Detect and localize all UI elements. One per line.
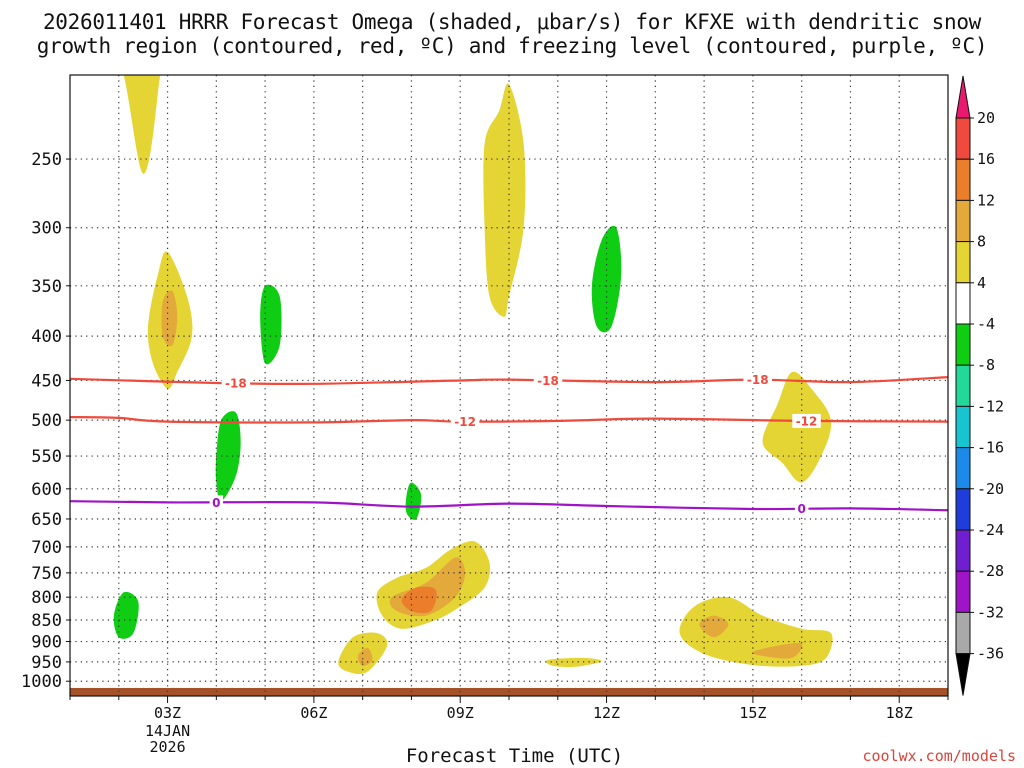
chart-title-line-2: growth region (contoured, red, ºC) and f… <box>36 34 988 58</box>
omega-region-22 <box>699 615 729 638</box>
colorbar-bin-8 <box>955 405 971 449</box>
y-tick-label-250: 250 <box>31 150 62 170</box>
y-tick-label-350: 350 <box>31 277 62 297</box>
terrain-layer <box>70 687 948 696</box>
y-tick-label-800: 800 <box>31 588 62 608</box>
omega-region-9 <box>215 411 241 502</box>
x-tick-label-06Z: 06Z <box>300 704 327 722</box>
colorbar-bin-1 <box>955 117 971 160</box>
colorbar-label--28: -28 <box>977 562 1004 580</box>
colorbar-label--8: -8 <box>977 356 995 374</box>
colorbar-label--16: -16 <box>977 439 1004 457</box>
omega-region-0 <box>123 75 161 174</box>
colorbar-bin-11 <box>955 529 971 572</box>
contour-label-bg <box>533 373 563 388</box>
omega-region-19 <box>404 624 505 672</box>
omega-region-3 <box>391 75 437 216</box>
colorbar-bin-5 <box>955 282 971 325</box>
contour-label-0-0: -18 <box>225 377 247 391</box>
omega-region-24 <box>888 637 925 668</box>
colorbar-label-8: 8 <box>977 233 986 251</box>
contour-label-0-1: -18 <box>537 374 559 388</box>
x-tick-label-03Z: 03Z <box>154 704 181 722</box>
x-tick-label-09Z: 09Z <box>447 704 474 722</box>
x-tick-label-18Z: 18Z <box>886 704 913 722</box>
colorbar-label--32: -32 <box>977 603 1004 621</box>
y-tick-label-1000: 1000 <box>21 672 62 692</box>
colorbar-label--20: -20 <box>977 480 1004 498</box>
omega-region-2 <box>161 290 178 347</box>
terrain-surface <box>70 687 948 696</box>
source-credit: coolwx.com/models <box>862 747 1016 765</box>
date-label-0: 14JAN <box>145 722 190 740</box>
contour-label-2-0: 0 <box>212 496 220 510</box>
colorbar-bin-7 <box>955 364 971 407</box>
contour-label-1-0: -12 <box>454 415 476 429</box>
y-tick-label-450: 450 <box>31 371 62 391</box>
y-tick-label-950: 950 <box>31 653 62 673</box>
colorbar-label-16: 16 <box>977 150 995 168</box>
colorbar-label-12: 12 <box>977 191 995 209</box>
omega-region-20 <box>545 657 602 668</box>
omega-region-13 <box>405 482 422 520</box>
y-tick-label-650: 650 <box>31 510 62 530</box>
contour-label-bg <box>794 501 809 516</box>
contour-0C-freezing-level <box>69 500 949 512</box>
y-tick-label-850: 850 <box>31 611 62 631</box>
omega-region-11 <box>113 591 139 639</box>
colorbar-label--12: -12 <box>977 397 1004 415</box>
y-tick-label-500: 500 <box>31 411 62 431</box>
omega-region-8 <box>260 284 282 365</box>
contour-label-2-1: 0 <box>797 502 805 516</box>
contour-label-bg <box>209 495 224 510</box>
x-axis-title: Forecast Time (UTC) <box>405 745 624 767</box>
y-tick-label-400: 400 <box>31 327 62 347</box>
gridlines <box>70 75 948 696</box>
omega-region-6 <box>591 225 622 333</box>
contour-label-bg <box>450 414 480 429</box>
omega-region-21 <box>679 596 833 667</box>
colorbar-bin-9 <box>955 447 971 490</box>
omega-region-23 <box>752 642 803 659</box>
temperature-contours: -18 -18 -18 -12 -12 0 0 <box>69 372 949 516</box>
y-tick-label-750: 750 <box>31 564 62 584</box>
colorbar-bin-3 <box>955 199 971 243</box>
pressure-axis: 2503003504004505005506006507007508008509… <box>21 150 70 692</box>
y-tick-label-300: 300 <box>31 219 62 239</box>
colorbar-label-20: 20 <box>977 109 995 127</box>
chart-title-line-1: 2026011401 HRRR Forecast Omega (shaded, … <box>42 10 982 34</box>
contour-label-bg <box>221 376 251 391</box>
y-tick-label-600: 600 <box>31 480 62 500</box>
y-tick-label-550: 550 <box>31 447 62 467</box>
colorbar-bin-4 <box>955 241 971 284</box>
x-tick-label-12Z: 12Z <box>593 704 620 722</box>
omega-region-4 <box>483 83 526 317</box>
contour-label-bg <box>743 372 773 387</box>
colorbar-bin-10 <box>955 488 971 531</box>
colorbar-top-triangle <box>955 75 971 119</box>
omega-region-18 <box>357 647 373 666</box>
y-tick-label-700: 700 <box>31 538 62 558</box>
contour-label-bg <box>792 413 821 428</box>
colorbar-bin-13 <box>955 611 971 655</box>
colorbar-bin-6 <box>955 323 971 366</box>
omega-region-16 <box>401 586 437 614</box>
colorbar-label--4: -4 <box>977 315 995 333</box>
colorbar-bottom-triangle <box>955 653 971 696</box>
colorbar-bin-12 <box>955 570 971 613</box>
contour-label-0-2: -18 <box>747 373 769 387</box>
colorbar-label--36: -36 <box>977 645 1004 663</box>
omega-colorbar: 20 16 12 8 4 -4 -8 -12 -16 -20 -24 -28 -32 -36 <box>955 75 1004 696</box>
date-label-1: 2026 <box>149 738 185 756</box>
colorbar-bin-2 <box>955 158 971 201</box>
y-tick-label-900: 900 <box>31 633 62 653</box>
contour-label-1-1: -12 <box>796 414 818 428</box>
colorbar-label-4: 4 <box>977 274 986 292</box>
colorbar-label--24: -24 <box>977 521 1004 539</box>
x-tick-label-15Z: 15Z <box>739 704 766 722</box>
